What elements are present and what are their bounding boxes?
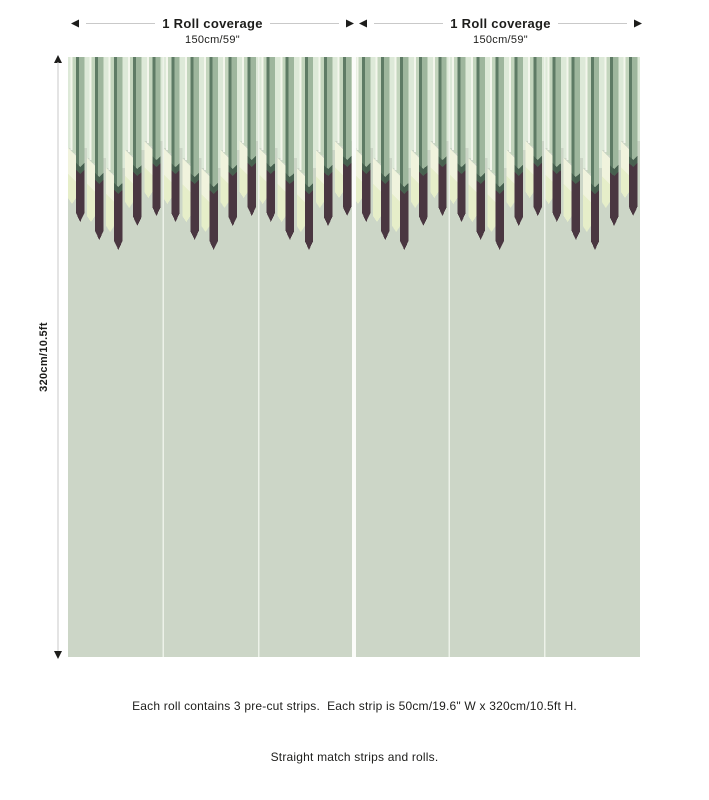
dimension-arrow-row: 1 Roll coverage (71, 15, 355, 31)
arrow-right-icon (346, 19, 355, 27)
wallpaper-pattern (68, 57, 640, 657)
caption: Each roll contains 3 pre-cut strips. Eac… (0, 664, 709, 800)
height-dimension-line (54, 55, 62, 659)
arrow-down-icon (54, 651, 62, 659)
dimension-line (269, 22, 340, 24)
caption-line-1: Each roll contains 3 pre-cut strips. Eac… (132, 699, 577, 713)
roll-1-width-dimension: 1 Roll coverage 150cm/59" (71, 15, 355, 46)
arrow-left-icon (359, 19, 367, 27)
dimension-line (374, 22, 444, 24)
roll-coverage-label: 1 Roll coverage (162, 15, 263, 31)
arrow-right-icon (634, 19, 643, 27)
dimension-line (86, 22, 156, 24)
arrow-up-icon (54, 55, 62, 63)
wallpaper-preview (68, 57, 640, 657)
roll-width-label: 150cm/59" (185, 34, 240, 46)
height-label: 320cm/10.5ft (38, 322, 50, 392)
dimension-line (557, 22, 628, 24)
dimension-arrow-row: 1 Roll coverage (359, 15, 643, 31)
height-dimension-label-wrap: 320cm/10.5ft (33, 57, 55, 657)
roll-coverage-diagram: 1 Roll coverage 150cm/59" 1 Roll coverag… (33, 15, 643, 764)
arrow-left-icon (71, 19, 79, 27)
roll-coverage-label: 1 Roll coverage (450, 15, 551, 31)
roll-width-label: 150cm/59" (473, 34, 528, 46)
roll-2-width-dimension: 1 Roll coverage 150cm/59" (359, 15, 643, 46)
caption-line-2: Straight match strips and rolls. (270, 750, 439, 764)
